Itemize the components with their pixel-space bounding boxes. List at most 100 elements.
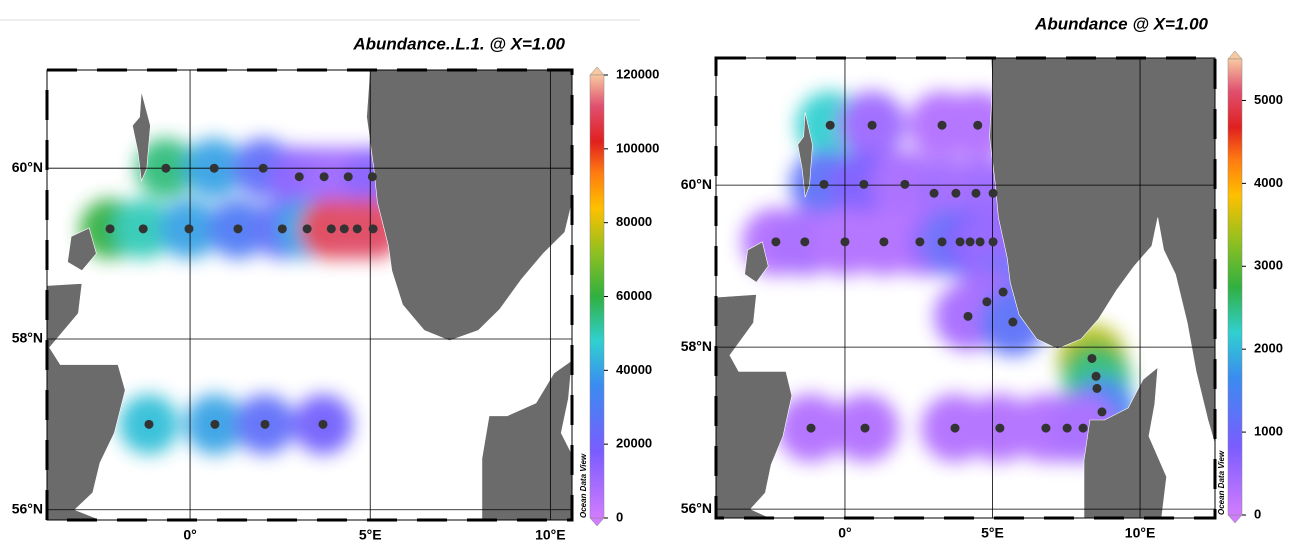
colorbar-label: 5000: [1254, 92, 1283, 107]
station: [937, 237, 947, 247]
station: [879, 237, 889, 247]
y-tick-label: 60°N: [681, 176, 712, 192]
station: [971, 188, 981, 198]
station: [105, 224, 115, 234]
land: [989, 58, 1215, 446]
station: [988, 188, 998, 198]
station: [771, 237, 781, 247]
watermark: Ocean Data View: [579, 453, 588, 518]
station: [819, 179, 829, 189]
map-frame-inner: [715, 57, 1216, 519]
land: [744, 241, 769, 283]
x-tick-label: 5°E: [359, 527, 382, 543]
station: [951, 188, 961, 198]
colorbar-label: 120000: [616, 66, 659, 81]
station: [161, 163, 171, 173]
map-frame-inner: [46, 69, 573, 521]
station: [138, 224, 148, 234]
station: [988, 237, 998, 247]
x-tick-label: 10°E: [535, 527, 566, 543]
station: [343, 172, 353, 182]
station: [973, 120, 983, 130]
station: [929, 188, 939, 198]
station: [860, 423, 870, 433]
colorbar-label: 0: [1254, 506, 1261, 521]
x-tick-label: 0°: [838, 525, 851, 541]
map-panel: 0° 5°E 10°E 56°N 58°N 60°N Abundance @ X=1.00 0…: [681, 14, 1283, 541]
y-tick-label: 58°N: [681, 338, 712, 354]
land: [132, 91, 151, 183]
station: [209, 163, 219, 173]
station: [233, 224, 243, 234]
land: [366, 70, 572, 342]
y-tick-label: 58°N: [12, 330, 43, 346]
colorbar-label: 80000: [616, 214, 652, 229]
station: [1008, 317, 1018, 327]
land: [10, 211, 32, 271]
station: [326, 224, 336, 234]
station: [982, 297, 992, 307]
station: [1062, 423, 1072, 433]
colorbar: [1227, 58, 1243, 516]
station: [995, 423, 1005, 433]
station: [302, 224, 312, 234]
station: [1091, 371, 1101, 381]
y-tick-label: 56°N: [12, 500, 43, 516]
y-tick-label: 60°N: [12, 159, 43, 175]
colorbar-cap: [589, 66, 605, 76]
station: [294, 172, 304, 182]
colorbar-cap: [589, 517, 605, 527]
colorbar-cap: [1227, 50, 1243, 60]
map-area: [697, 58, 1215, 518]
station: [352, 224, 362, 234]
map-area: [10, 70, 572, 520]
station: [368, 224, 378, 234]
station: [339, 224, 349, 234]
station: [260, 419, 270, 429]
land: [697, 226, 715, 283]
station: [840, 237, 850, 247]
station: [963, 311, 973, 321]
station: [1041, 423, 1051, 433]
station: [258, 163, 268, 173]
station: [319, 172, 329, 182]
colorbar-label: 4000: [1254, 175, 1283, 190]
station: [975, 237, 985, 247]
colorbar-label: 100000: [616, 140, 659, 155]
station: [1078, 423, 1088, 433]
map-title: Abundance @ X=1.00: [1034, 14, 1208, 33]
station: [867, 120, 877, 130]
station: [937, 120, 947, 130]
station: [277, 224, 287, 234]
station: [859, 179, 869, 189]
station: [955, 237, 965, 247]
station: [184, 224, 194, 234]
colorbar-label: 1000: [1254, 424, 1283, 439]
watermark: Ocean Data View: [1217, 450, 1226, 515]
land: [1083, 366, 1167, 518]
station: [965, 237, 975, 247]
land: [481, 359, 572, 520]
x-tick-label: 0°: [183, 527, 196, 543]
colorbar-label: 60000: [616, 288, 652, 303]
colorbar-label: 2000: [1254, 341, 1283, 356]
colorbar-cap: [1227, 514, 1243, 524]
station: [144, 419, 154, 429]
colorbar: [589, 74, 605, 519]
colorbar-label: 20000: [616, 436, 652, 451]
colorbar-label: 40000: [616, 362, 652, 377]
land: [47, 283, 126, 520]
x-tick-label: 10°E: [1125, 525, 1156, 541]
station: [900, 179, 910, 189]
station: [1097, 407, 1107, 417]
land: [797, 112, 813, 198]
station: [1087, 353, 1097, 363]
y-tick-label: 56°N: [681, 500, 712, 516]
station: [806, 423, 816, 433]
station: [998, 287, 1008, 297]
station: [318, 419, 328, 429]
station: [210, 419, 220, 429]
station: [950, 423, 960, 433]
